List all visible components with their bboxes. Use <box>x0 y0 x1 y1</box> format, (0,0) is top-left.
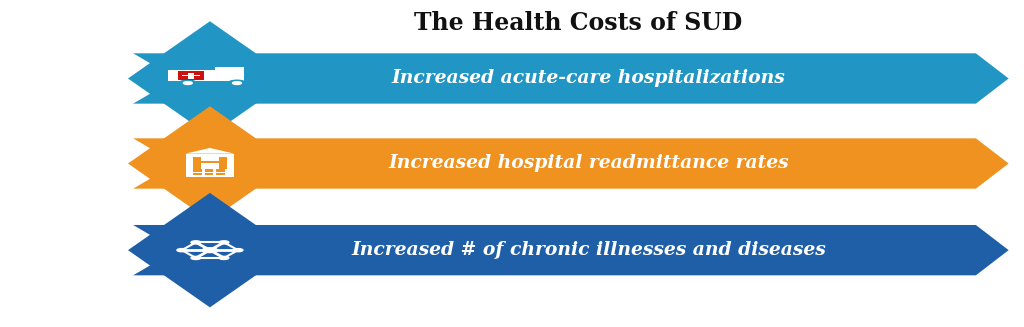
Polygon shape <box>133 138 1009 189</box>
Circle shape <box>233 249 243 252</box>
Circle shape <box>232 82 242 84</box>
Text: The Health Costs of SUD: The Health Costs of SUD <box>415 11 742 35</box>
Bar <box>188 73 194 79</box>
Text: Increased # of chronic illnesses and diseases: Increased # of chronic illnesses and dis… <box>351 241 826 259</box>
Bar <box>219 157 226 169</box>
Bar <box>194 161 226 164</box>
Bar <box>185 154 234 177</box>
Circle shape <box>177 249 186 252</box>
Circle shape <box>219 241 228 244</box>
Text: Increased acute-care hospitalizations: Increased acute-care hospitalizations <box>392 69 785 88</box>
Bar <box>216 173 225 175</box>
Circle shape <box>203 248 217 252</box>
Circle shape <box>191 241 201 244</box>
Bar <box>215 67 245 76</box>
Bar <box>182 75 200 77</box>
Circle shape <box>183 82 193 84</box>
Circle shape <box>179 80 197 86</box>
Polygon shape <box>128 193 292 307</box>
Bar <box>178 71 204 80</box>
Bar <box>205 169 213 172</box>
Bar <box>216 169 225 172</box>
Circle shape <box>228 80 246 86</box>
Bar <box>168 70 245 81</box>
Polygon shape <box>185 148 234 154</box>
Bar <box>205 173 213 175</box>
Circle shape <box>219 256 228 260</box>
Circle shape <box>191 256 201 260</box>
Polygon shape <box>128 21 292 136</box>
Bar <box>194 173 202 175</box>
Polygon shape <box>133 53 1009 104</box>
Polygon shape <box>128 106 292 221</box>
Polygon shape <box>133 225 1009 275</box>
Bar <box>194 169 202 172</box>
Text: Increased hospital readmittance rates: Increased hospital readmittance rates <box>388 154 790 173</box>
Bar <box>194 157 201 169</box>
